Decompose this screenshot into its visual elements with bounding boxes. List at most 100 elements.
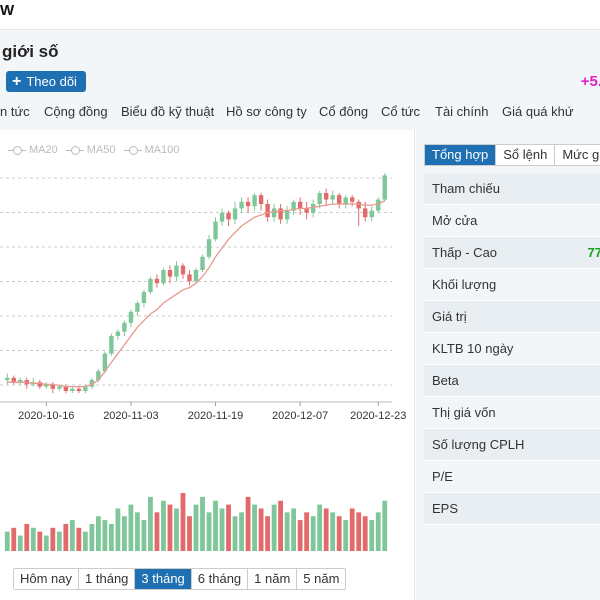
tab-news[interactable]: n tức [0,104,30,119]
volume-bar [11,527,17,551]
candle-body [330,195,335,200]
volume-bar [154,512,160,551]
stat-row-beta: Beta [424,365,600,397]
candle-body [271,208,277,218]
candle-body [174,265,179,277]
candle-body [219,212,225,222]
side-panel: Tổng hợp Sổ lệnh Mức giá Tham chiếu Mở c… [416,130,600,600]
volume-bar [232,516,238,551]
volume-bar [141,520,147,551]
tab-community[interactable]: Cộng đồng [44,104,108,119]
candle-body [57,386,62,389]
candle-body [310,204,316,213]
top-bar: W [0,0,600,30]
ma50-legend[interactable]: MA50 [65,144,116,156]
candle-body [376,199,381,211]
volume-bar [180,493,186,551]
tab-dividends[interactable]: Cổ tức [381,104,421,119]
stat-row-pe: P/E [424,461,600,493]
tab-technical-chart[interactable]: Biểu đồ kỹ thuật [121,104,215,119]
stat-row-reference: Tham chiếu [424,173,600,205]
candle-body [304,208,309,213]
candle-body [89,380,95,387]
nav-tabs: n tức Cộng đồng Biểu đồ kỹ thuật Hồ sơ c… [0,104,600,124]
follow-label: Theo dõi [26,74,77,89]
volume-bar [102,520,108,551]
price-chart[interactable]: 2020-10-16 2020-11-03 2020-11-19 2020-12-07… [0,130,415,560]
range-1month-button[interactable]: 1 tháng [79,569,136,589]
volume-bar [128,504,134,551]
plus-icon: + [12,72,22,90]
stat-row-volume: Khối lượng [424,269,600,301]
volume-bar [336,516,342,551]
volume-bar [219,508,225,551]
volume-bar [187,516,192,551]
range-today-button[interactable]: Hôm nay [14,569,80,589]
range-3month-button[interactable]: 3 tháng [135,569,192,589]
volume-bar [284,512,290,551]
volume-bar [50,527,56,551]
ma-legend: MA20 MA50 MA100 [8,144,179,156]
volume-bar [356,512,362,551]
volume-bar [375,512,381,551]
candle-body [11,377,16,383]
volume-bar [56,531,62,551]
candle-body [336,195,342,204]
volume-bar [115,508,121,551]
tab-summary[interactable]: Tổng hợp [425,145,497,165]
ma100-legend[interactable]: MA100 [123,144,179,156]
candle-body [122,322,127,332]
range-selector: Hôm nay 1 tháng 3 tháng 6 tháng 1 năm 5 … [13,568,347,590]
candle-body [343,197,348,204]
volume-bar [30,527,36,551]
candle-body [265,204,270,218]
candle-body [70,388,75,391]
tab-price-levels[interactable]: Mức giá [555,145,600,165]
volume-bar [330,512,336,551]
volume-bar [206,512,212,551]
tab-price-history[interactable]: Giá quá khứ [502,104,574,119]
follow-button[interactable]: + Theo dõi [6,71,86,92]
chart-area: 2020-10-16 2020-11-03 2020-11-19 2020-12-07… [0,130,415,600]
x-tick-label: 2020-10-16 [18,410,74,422]
range-1year-button[interactable]: 1 năm [248,569,298,589]
stat-row-low-high: Thấp - Cao 77 [424,237,600,269]
volume-bar [362,516,368,551]
volume-bar [174,508,179,551]
volume-bar [122,516,127,551]
candle-body [76,388,82,391]
ma50-toggle-icon [65,146,84,155]
stat-row-shares: Số lượng CPLH [424,429,600,461]
ma20-legend[interactable]: MA20 [8,144,58,156]
volume-bar [43,535,49,551]
volume-bar [200,496,205,551]
volume-bar [135,512,140,551]
candle-body [356,201,361,209]
range-5year-button[interactable]: 5 năm [297,569,346,589]
candle-body [50,384,56,389]
tab-company-profile[interactable]: Hồ sơ công ty [226,104,307,119]
range-6month-button[interactable]: 6 tháng [191,569,249,589]
volume-bar [82,531,88,551]
candle-body [363,208,368,218]
volume-bar [76,527,82,551]
volume-bar [24,523,30,551]
candle-body [284,210,290,220]
tab-finance[interactable]: Tài chính [435,104,489,119]
candle-body [37,382,42,387]
x-tick-label: 2020-11-03 [103,410,158,422]
volume-bar [323,508,329,551]
candle-body [44,384,49,387]
tab-shareholders[interactable]: Cổ đông [319,104,369,119]
volume-bar [17,535,23,551]
volume-bar [95,516,101,551]
panel-tabs: Tổng hợp Sổ lệnh Mức giá [424,144,600,166]
volume-bar [161,500,166,551]
volume-bar [291,508,297,551]
tab-order-book[interactable]: Sổ lệnh [496,145,556,165]
candle-body [18,380,23,383]
volume-bar [193,504,199,551]
candle-body [200,256,205,270]
stat-row-eps: EPS [424,493,600,525]
candle-body [187,274,192,281]
